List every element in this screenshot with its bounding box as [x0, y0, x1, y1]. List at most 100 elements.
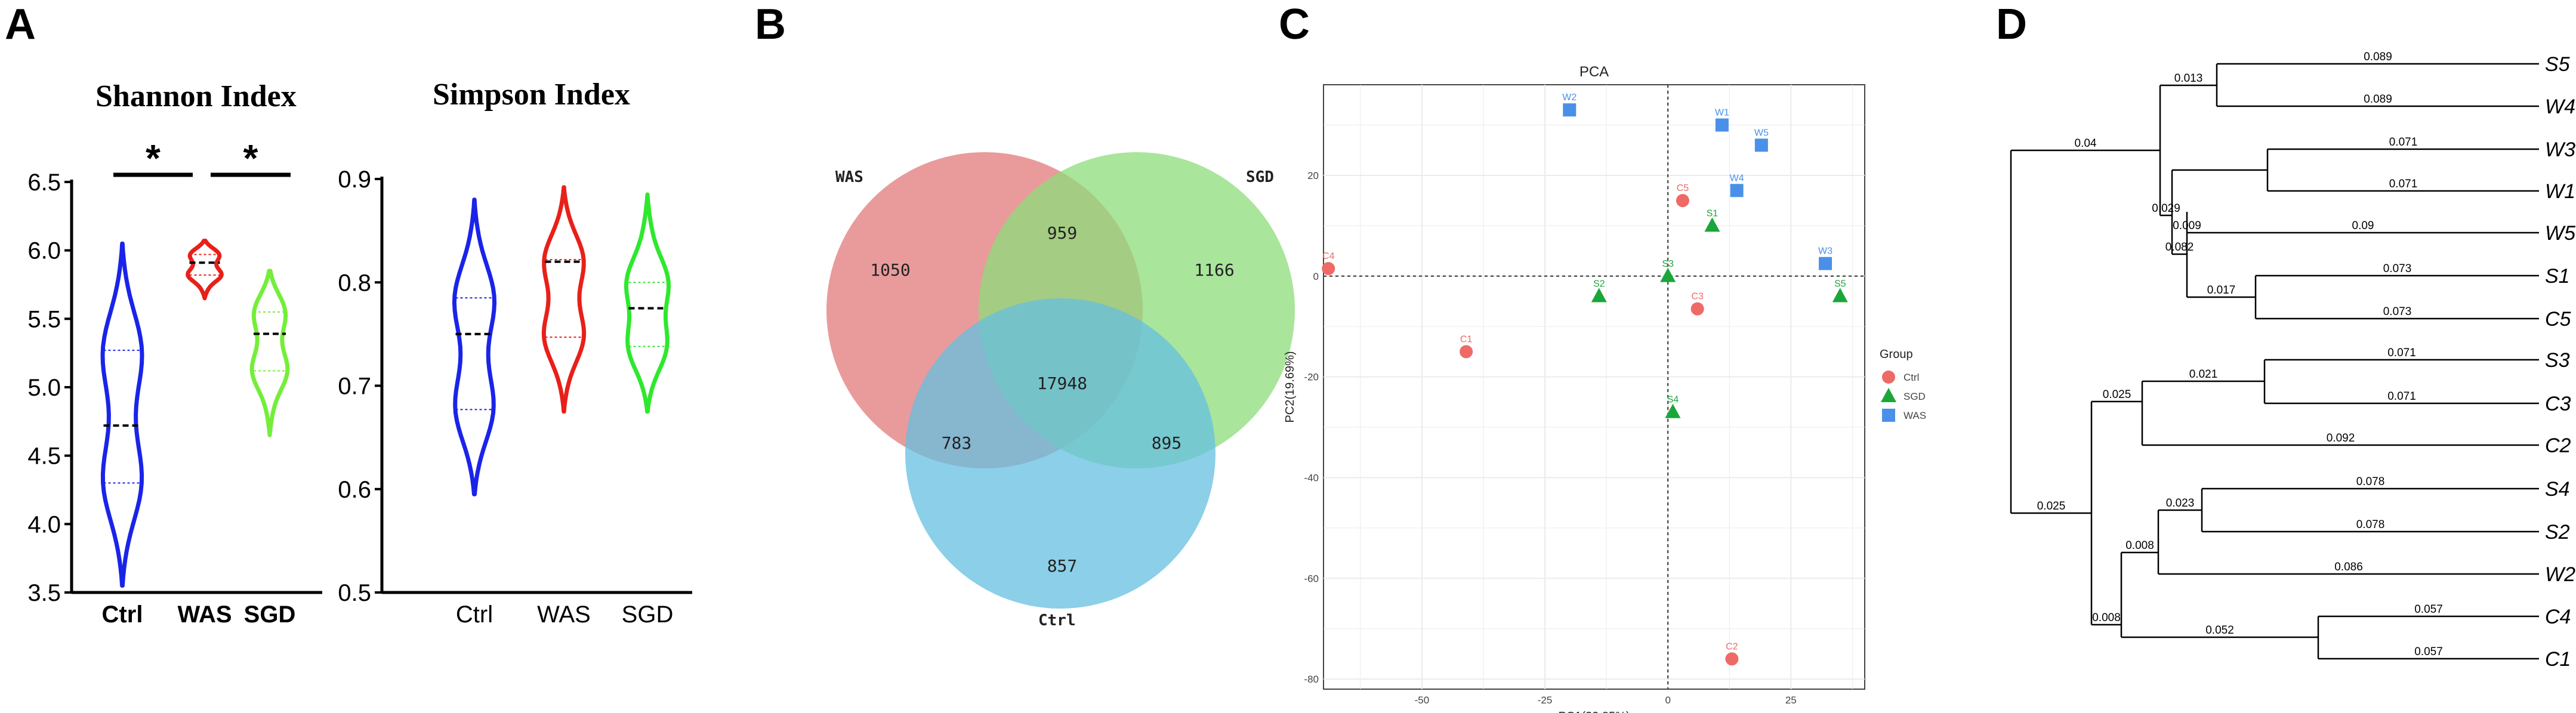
pca-point-w1 — [1715, 118, 1729, 132]
pca-point-label: S3 — [1662, 259, 1674, 269]
branch-length-label: 0.009 — [2173, 220, 2201, 232]
branch-length-label: 0.071 — [2387, 390, 2416, 403]
venn-count-was-ctrl: 783 — [942, 433, 972, 453]
pca-y-tick-label: -40 — [1304, 472, 1319, 483]
y-tick-label: 0.5 — [338, 580, 371, 606]
venn-count-was-only: 1050 — [870, 260, 910, 280]
violin-was — [541, 185, 587, 414]
venn-count-sgd-only: 1166 — [1194, 260, 1234, 280]
violin-ctrl — [452, 197, 497, 496]
pca-y-label: PC2(19.69%) — [1284, 351, 1297, 422]
branch-length-label: 0.013 — [2174, 72, 2203, 85]
tree-leaf-w1: W1 — [2545, 180, 2575, 203]
y-tick-label: 5.5 — [27, 306, 61, 332]
branch-length-label: 0.086 — [2334, 561, 2363, 573]
x-tick-label-sgd: SGD — [622, 601, 674, 628]
branch-length-label: 0.09 — [2352, 220, 2374, 232]
tree-leaf-w4: W4 — [2545, 95, 2575, 118]
panel-letter-d: D — [1996, 1, 2027, 48]
venn-set-label-sgd: SGD — [1246, 168, 1274, 186]
tree-leaf-c3: C3 — [2545, 393, 2571, 415]
y-tick-label: 0.8 — [338, 270, 371, 296]
tree-leaf-s5: S5 — [2545, 53, 2570, 76]
tree-leaf-s4: S4 — [2545, 478, 2570, 501]
branch-length-label: 0.078 — [2356, 476, 2385, 488]
pca-y-tick-label: -60 — [1304, 573, 1319, 584]
violin-ctrl — [100, 241, 144, 588]
y-tick-label: 6.0 — [27, 238, 61, 264]
violin-was — [186, 239, 224, 301]
tree-leaf-c5: C5 — [2545, 308, 2571, 331]
branch-length-label: 0.071 — [2389, 136, 2418, 149]
branch-length-label: 0.078 — [2356, 518, 2385, 531]
pca-x-tick-label: -25 — [1538, 695, 1553, 706]
branch-length-label: 0.052 — [2205, 624, 2234, 637]
branch-length-label: 0.089 — [2364, 93, 2392, 106]
venn-count-sgd-ctrl: 895 — [1152, 433, 1182, 453]
branch-length-label: 0.025 — [2103, 388, 2131, 401]
pca-point-c3 — [1690, 302, 1704, 316]
pca-point-label: S4 — [1667, 395, 1679, 405]
pca-point-c2 — [1725, 652, 1739, 666]
simpson-violin-plot: Simpson Index 0.5 0.6 0.7 0.8 0.9 Ctrl WAS SGD — [338, 78, 692, 628]
pca-y-tick-label: 0 — [1313, 271, 1319, 282]
venn-set-label-was: WAS — [835, 168, 863, 186]
pca-y-tick-label: 20 — [1307, 170, 1319, 181]
venn-diagram: 1050 1166 857 959 783 895 17948 WAS SGD Ctrl — [826, 152, 1295, 629]
pca-title: PCA — [1579, 64, 1609, 80]
pca-point-c1 — [1460, 345, 1473, 359]
pca-point-w2 — [1563, 103, 1577, 117]
branch-length-label: 0.008 — [2125, 539, 2154, 552]
y-tick-label: 0.6 — [338, 477, 371, 503]
tree-leaf-w5: W5 — [2545, 222, 2575, 245]
pca-point-label: C2 — [1726, 641, 1738, 652]
y-tick-label: 0.7 — [338, 374, 371, 400]
pca-point-w4 — [1730, 184, 1744, 197]
pca-point-label: W3 — [1818, 246, 1832, 257]
y-tick-label: 6.5 — [27, 169, 61, 196]
pca-point-w5 — [1754, 138, 1768, 152]
dendrogram: 0.04 0.025 0.013 0.029 0.082 0.017 0.025 0.008 0… — [2010, 51, 2575, 671]
pca-point-c5 — [1676, 194, 1689, 208]
venn-count-all: 17948 — [1037, 374, 1087, 393]
violin-sgd — [624, 192, 671, 414]
y-tick-label: 4.5 — [27, 443, 61, 470]
branch-length-label: 0.071 — [2389, 178, 2418, 190]
y-tick-label: 5.0 — [27, 375, 61, 401]
tree-leaf-c4: C4 — [2545, 606, 2571, 628]
pca-point-label: S1 — [1707, 208, 1719, 218]
pca-point-c4 — [1322, 262, 1335, 276]
venn-set-label-ctrl: Ctrl — [1038, 612, 1076, 629]
simpson-title: Simpson Index — [433, 78, 630, 112]
tree-leaf-w3: W3 — [2545, 138, 2575, 161]
pca-legend-marker-sgd — [1881, 388, 1896, 402]
y-tick-label: 0.9 — [338, 166, 371, 193]
branch-length-label: 0.017 — [2207, 284, 2236, 297]
branch-length-label: 0.029 — [2152, 202, 2180, 215]
branch-length-label: 0.023 — [2166, 497, 2195, 510]
pca-point-label: C4 — [1322, 251, 1335, 261]
branch-length-label: 0.057 — [2414, 603, 2443, 616]
pca-y-tick-label: -80 — [1304, 674, 1319, 685]
pca-point-s5 — [1832, 288, 1848, 303]
pca-legend-title: Group — [1880, 348, 1913, 361]
shannon-title: Shannon Index — [95, 79, 297, 113]
branch-length-label: 0.021 — [2189, 368, 2218, 381]
significance-star: * — [243, 137, 258, 180]
pca-x-tick-label: 0 — [1665, 695, 1670, 706]
violin-sgd — [249, 268, 290, 437]
tree-leaf-s2: S2 — [2545, 521, 2570, 544]
pca-legend-label-ctrl: Ctrl — [1904, 372, 1919, 383]
tree-leaf-s3: S3 — [2545, 349, 2570, 372]
x-tick-label-ctrl: Ctrl — [456, 601, 493, 628]
branch-length-label: 0.073 — [2383, 263, 2412, 275]
pca-point-label: C3 — [1691, 292, 1704, 302]
pca-point-label: C5 — [1677, 183, 1689, 193]
branch-length-label: 0.008 — [2092, 612, 2121, 624]
x-tick-label-sgd: SGD — [244, 601, 296, 628]
pca-point-label: W4 — [1730, 173, 1744, 183]
pca-point-label: W2 — [1562, 92, 1577, 103]
significance-star: * — [146, 137, 161, 180]
tree-leaf-s1: S1 — [2545, 265, 2570, 288]
